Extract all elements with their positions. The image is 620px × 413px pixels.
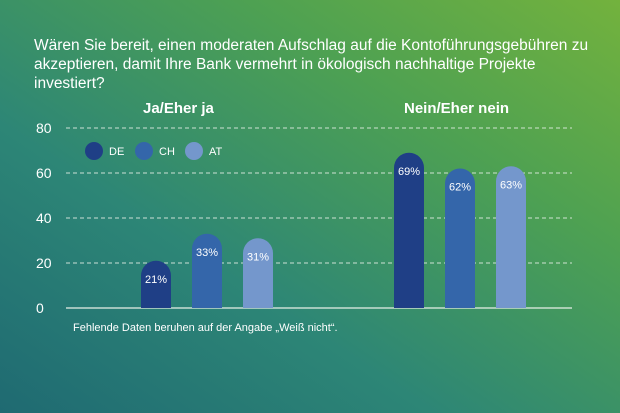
legend-marker-at [185, 142, 203, 160]
data-label-ch-ja: 33% [196, 247, 218, 259]
bar-de-ja [141, 260, 171, 308]
data-label-de-nein: 69% [398, 166, 420, 178]
legend-marker-de [85, 142, 103, 160]
bar-ch-ja [192, 233, 222, 308]
bar-de-nein [394, 152, 424, 308]
data-label-de-ja: 21% [145, 274, 167, 286]
data-label-ch-nein: 62% [449, 182, 471, 194]
bar-at-ja [243, 238, 273, 308]
bar-ch-nein [445, 168, 475, 308]
chart-title-line1: Wären Sie bereit, einen moderaten Aufsch… [34, 37, 589, 54]
legend-marker-ch [135, 142, 153, 160]
legend-label-ch: CH [159, 146, 175, 158]
y-tick-label-20: 20 [36, 255, 52, 271]
chart-title: Wären Sie bereit, einen moderaten Aufsch… [34, 36, 604, 93]
data-label-at-ja: 31% [247, 251, 269, 263]
y-tick-label-0: 0 [36, 300, 44, 316]
footnote: Fehlende Daten beruhen auf der Angabe „W… [73, 322, 338, 334]
category-label-nein: Nein/Eher nein [404, 100, 510, 117]
legend-label-de: DE [109, 146, 124, 158]
y-tick-label-40: 40 [36, 210, 52, 226]
y-tick-label-60: 60 [36, 165, 52, 181]
legend-label-at: AT [209, 146, 223, 158]
y-tick-label-80: 80 [36, 120, 52, 136]
data-label-at-nein: 63% [500, 179, 522, 191]
chart-title-line2: akzeptieren, damit Ihre Bank vermehrt in… [34, 56, 536, 92]
bar-at-nein [496, 166, 526, 308]
category-label-ja: Ja/Eher ja [143, 100, 214, 117]
